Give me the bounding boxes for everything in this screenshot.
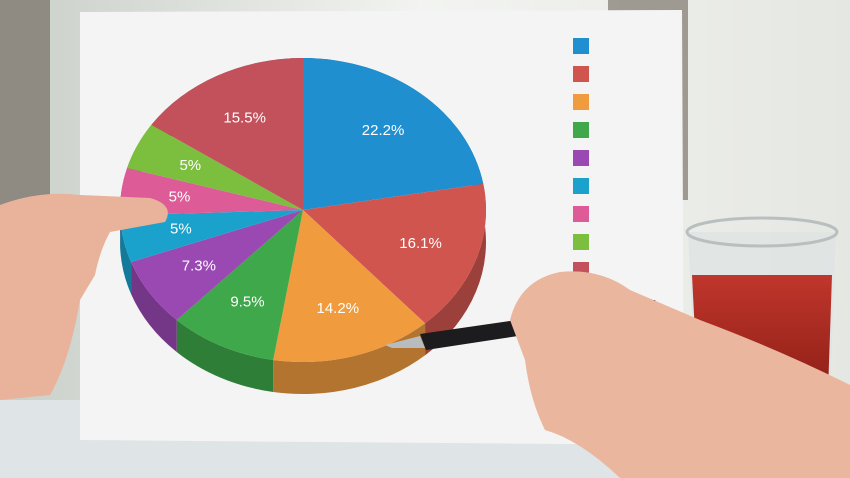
legend-swatch-1 [573, 66, 589, 82]
pie-slice-side-3 [176, 319, 274, 392]
slice-label-2: 14.2% [317, 300, 360, 317]
legend-swatch-4 [573, 150, 589, 166]
legend-swatch-3 [573, 122, 589, 138]
pie-slice-0 [303, 58, 484, 210]
right-hand [510, 271, 850, 478]
slice-label-1: 16.1% [399, 235, 442, 252]
slice-label-5: 5% [170, 221, 192, 238]
slice-label-3: 9.5% [230, 293, 264, 310]
slice-label-8: 15.5% [223, 110, 266, 127]
left-hand [0, 193, 168, 400]
pie-slice-5 [120, 210, 303, 263]
pie-slice-6 [120, 167, 303, 216]
slice-label-7: 5% [179, 157, 201, 174]
legend [573, 38, 589, 278]
pie-slice-7 [127, 124, 303, 210]
pie-slice-4 [131, 210, 303, 320]
pie-slice-2 [273, 210, 426, 362]
pie-slice-3 [176, 210, 303, 360]
legend-swatch-2 [573, 94, 589, 110]
legend-swatch-7 [573, 234, 589, 250]
pie-slice-side-2 [273, 323, 426, 395]
pie-chart: 22.2% 16.1% 14.2% 9.5% 7.3% 5% 5% 5% 15.5% [120, 58, 486, 395]
pie-slice-side-5 [120, 215, 132, 295]
pie-slice-side-1 [425, 183, 486, 356]
slice-label-0: 22.2% [362, 122, 405, 139]
window-frame [0, 0, 50, 220]
legend-swatch-5 [573, 178, 589, 194]
slice-label-6: 5% [169, 188, 191, 205]
pie-slice-side-4 [131, 262, 177, 352]
slice-label-4: 7.3% [182, 258, 216, 275]
legend-swatch-0 [573, 38, 589, 54]
pie-slice-8 [151, 58, 303, 210]
pie-slice-1 [303, 183, 486, 324]
legend-swatch-6 [573, 206, 589, 222]
